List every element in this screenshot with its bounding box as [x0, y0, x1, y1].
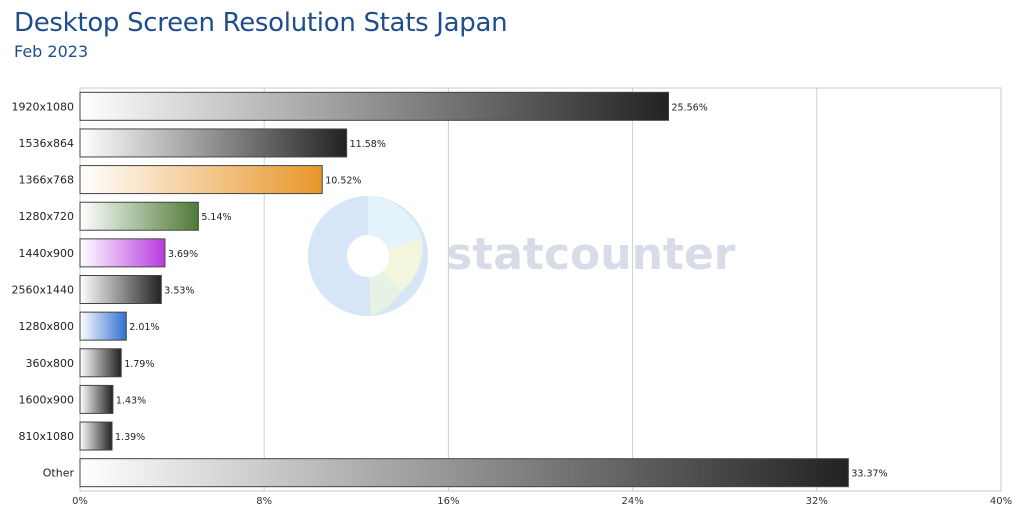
- data-label: 1.39%: [115, 432, 145, 443]
- category-label: 1280x720: [19, 210, 75, 223]
- category-label: 1920x1080: [12, 100, 75, 113]
- bar: [79, 165, 323, 195]
- category-label: 1536x864: [19, 137, 75, 150]
- x-tick-label: 32%: [806, 496, 828, 507]
- data-label: 11.58%: [350, 139, 386, 150]
- data-label: 2.01%: [129, 322, 159, 333]
- bars: 1920x1080 25.56% 1536x864 11.58% 1366x768 10.…: [12, 91, 888, 488]
- chart-subtitle: Feb 2023: [14, 42, 89, 61]
- bar: [79, 421, 113, 451]
- data-label: 3.69%: [168, 249, 198, 260]
- data-label: 5.14%: [201, 212, 231, 223]
- category-label: 360x800: [25, 357, 74, 370]
- category-label: 2560x1440: [12, 284, 75, 297]
- statcounter-watermark: statcounter: [308, 196, 736, 316]
- watermark-hole: [347, 235, 389, 277]
- x-axis: 0% 8% 16% 24% 32% 40%: [72, 496, 1012, 507]
- chart-title: Desktop Screen Resolution Stats Japan: [14, 8, 508, 38]
- data-label: 25.56%: [672, 102, 708, 113]
- x-tick-label: 24%: [621, 496, 643, 507]
- bar: [79, 201, 199, 231]
- bar: [79, 275, 162, 304]
- bar: [79, 128, 348, 158]
- x-tick-label: 0%: [72, 496, 88, 507]
- watermark-text: statcounter: [446, 229, 736, 280]
- category-label: 1280x800: [19, 320, 75, 333]
- bar: [79, 238, 166, 268]
- data-label: 33.37%: [851, 469, 887, 480]
- data-label: 1.79%: [124, 359, 154, 370]
- category-label: 1366x768: [19, 174, 75, 187]
- data-label: 1.43%: [116, 395, 146, 406]
- data-label: 3.53%: [164, 286, 194, 297]
- bar: [79, 384, 114, 414]
- category-label: 810x1080: [19, 430, 75, 443]
- category-label: 1600x900: [19, 393, 75, 406]
- category-label: Other: [43, 467, 75, 480]
- category-label: 1440x900: [19, 247, 75, 260]
- bar: [79, 91, 670, 121]
- data-label: 10.52%: [325, 176, 361, 187]
- x-tick-label: 8%: [256, 496, 272, 507]
- bar: [79, 311, 127, 341]
- x-tick-label: 16%: [437, 496, 459, 507]
- bar: [79, 458, 849, 488]
- x-tick-label: 40%: [990, 496, 1012, 507]
- bar: [79, 348, 122, 378]
